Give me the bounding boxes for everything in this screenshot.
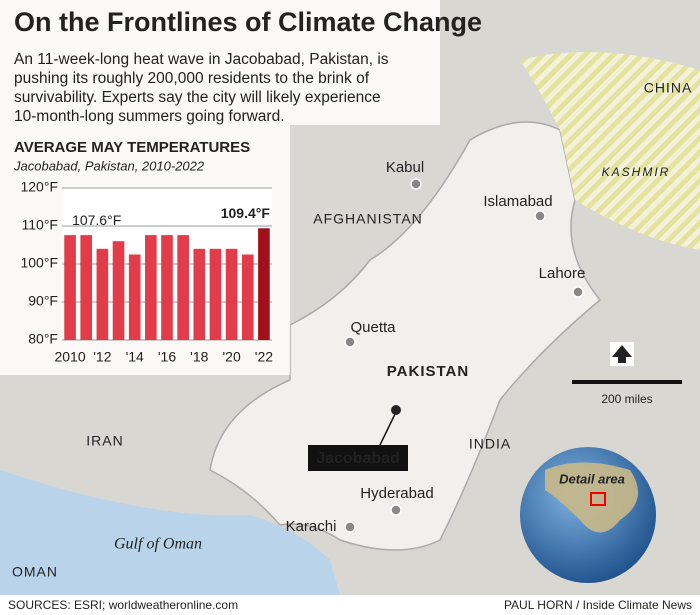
bar [209,248,222,340]
city-label: Karachi [286,518,337,535]
map-labels: Kabul Islamabad Lahore Quetta Hyderabad Karac… [12,80,693,580]
inset-label: Detail area [559,471,625,486]
highlight-dot [391,405,401,415]
highlight-box [308,445,408,471]
sea-label: Gulf of Oman [114,536,202,553]
city-dot [344,336,356,348]
x-tick-label: '22 [255,349,273,365]
footer [0,595,700,615]
bar-chart: 80°F 90°F 100°F 110°F 120°F 2010 107.6°F '12 '14… [20,179,273,365]
bar [80,235,93,340]
country-label: PAKISTAN [387,363,469,380]
header-panel [0,0,440,125]
intro-line: An 11-week-long heat wave in Jacobabad, … [14,51,389,68]
bar [177,235,189,340]
chart-subtitle: Jacobabad, Pakistan, 2010-2022 [13,158,205,173]
city-dot [344,521,356,533]
y-tick-label: 90°F [28,293,58,309]
city-label: Hyderabad [360,485,433,502]
intro-line: survivability. Experts say the city will… [14,89,381,106]
bar [64,235,76,340]
bar [128,254,141,340]
kashmir-area [520,52,700,250]
country-label: CHINA [644,80,693,96]
city-label: Quetta [350,319,396,336]
country-label: INDIA [469,436,511,452]
bar [193,248,206,340]
intro: An 11-week-long heat wave in Jacobabad, … [14,51,389,125]
title: On the Frontlines of Climate Change [14,7,482,37]
city-label: Islamabad [483,193,552,210]
y-tick-label: 120°F [20,179,58,195]
highlight-label: Jacobabad [316,450,400,467]
city-label: Kabul [386,159,424,176]
bar [96,248,109,340]
north-arrow [610,342,634,366]
value-label: 109.4°F [221,205,271,221]
x-tick-label: '18 [190,349,208,365]
city-dot [390,504,402,516]
bar [258,228,270,340]
scale-label: 200 miles [601,392,652,406]
city-dot [572,286,584,298]
city-label: Lahore [539,265,586,282]
credit: PAUL HORN / Inside Climate News [504,598,692,612]
intro-line: 10-month-long summers going forward. [14,108,285,125]
y-tick-label: 100°F [20,255,58,271]
city-dot [534,210,546,222]
city-dot [410,178,422,190]
sources: SOURCES: ESRI; worldweatheronline.com [8,598,238,612]
y-tick-label: 80°F [28,331,58,347]
x-tick-label: '16 [158,349,176,365]
bar [112,241,125,340]
bar [161,235,173,340]
bar [241,254,254,340]
pointer [379,411,397,446]
value-label: 107.6°F [72,212,121,228]
y-tick-label: 110°F [22,217,58,233]
country-label: IRAN [86,433,123,449]
chart-title: AVERAGE MAY TEMPERATURES [14,139,250,156]
region-label: KASHMIR [602,165,671,179]
bar [145,235,157,340]
sea [0,470,340,595]
x-tick-label: '20 [222,349,240,365]
x-tick-label: 2010 [54,349,85,365]
x-tick-label: '14 [126,349,144,365]
x-tick-label: '12 [93,349,111,365]
detail-box [590,492,606,506]
bar [225,248,238,340]
country-label: OMAN [12,564,58,580]
pakistan-shape [209,121,602,551]
intro-line: pushing its roughly 200,000 residents to… [14,70,370,87]
country-label: AFGHANISTAN [313,211,423,227]
